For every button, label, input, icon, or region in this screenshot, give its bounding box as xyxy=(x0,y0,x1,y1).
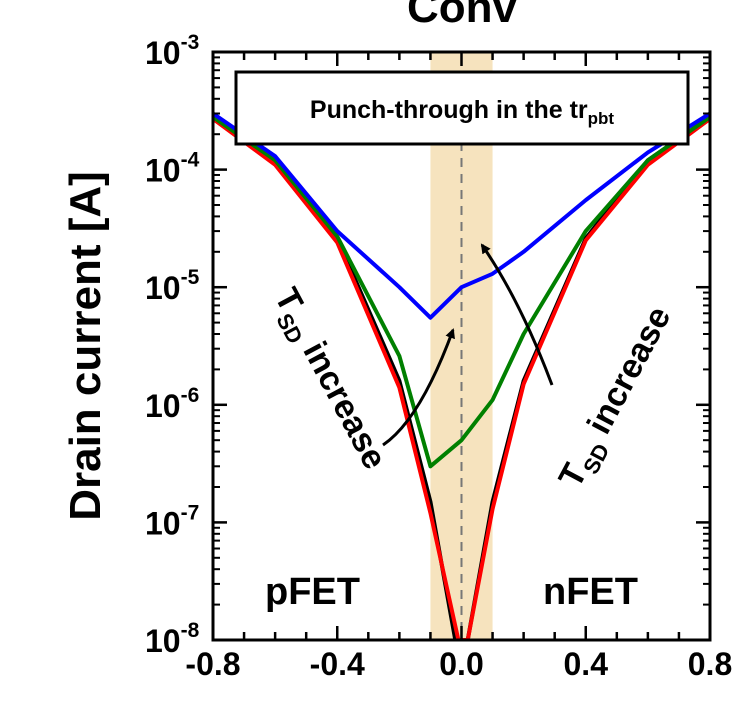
y-tick-label: 10-8 xyxy=(145,619,200,659)
x-tick-label: 0.8 xyxy=(688,646,732,682)
x-tick-label: 0.4 xyxy=(564,646,609,682)
series-line-3 xyxy=(213,111,710,320)
y-tick-label: 10-3 xyxy=(145,31,199,71)
x-tick-label: -0.4 xyxy=(310,646,365,682)
y-tick-label: 10-6 xyxy=(145,384,199,424)
left-arrow xyxy=(382,328,455,447)
annotation-box-text: Punch-through in the trpbt xyxy=(310,96,615,128)
nfet-label: nFET xyxy=(543,571,638,613)
chart-title: Conv xyxy=(407,0,518,32)
tick-group: -0.8 -0.4 0.0 0.4 0.8 10-3 10-4 10-5 10-6 10-7 10-… xyxy=(145,31,732,682)
x-tick-label: 0.0 xyxy=(439,646,483,682)
y-axis-label: Drain current [A] xyxy=(61,171,110,521)
y-tick-label: 10-7 xyxy=(145,501,199,541)
right-arrow xyxy=(480,243,554,386)
y-tick-label: 10-5 xyxy=(145,266,200,306)
series-line-2 xyxy=(213,115,710,469)
pfet-label: pFET xyxy=(265,571,360,613)
x-tick-label: -0.8 xyxy=(185,646,240,682)
y-tick-label: 10-4 xyxy=(145,149,200,189)
series-group xyxy=(213,111,710,640)
annotation-box xyxy=(234,70,690,146)
right-tsd-annotation: TSD increase xyxy=(552,300,684,496)
series-line-1 xyxy=(213,117,710,640)
